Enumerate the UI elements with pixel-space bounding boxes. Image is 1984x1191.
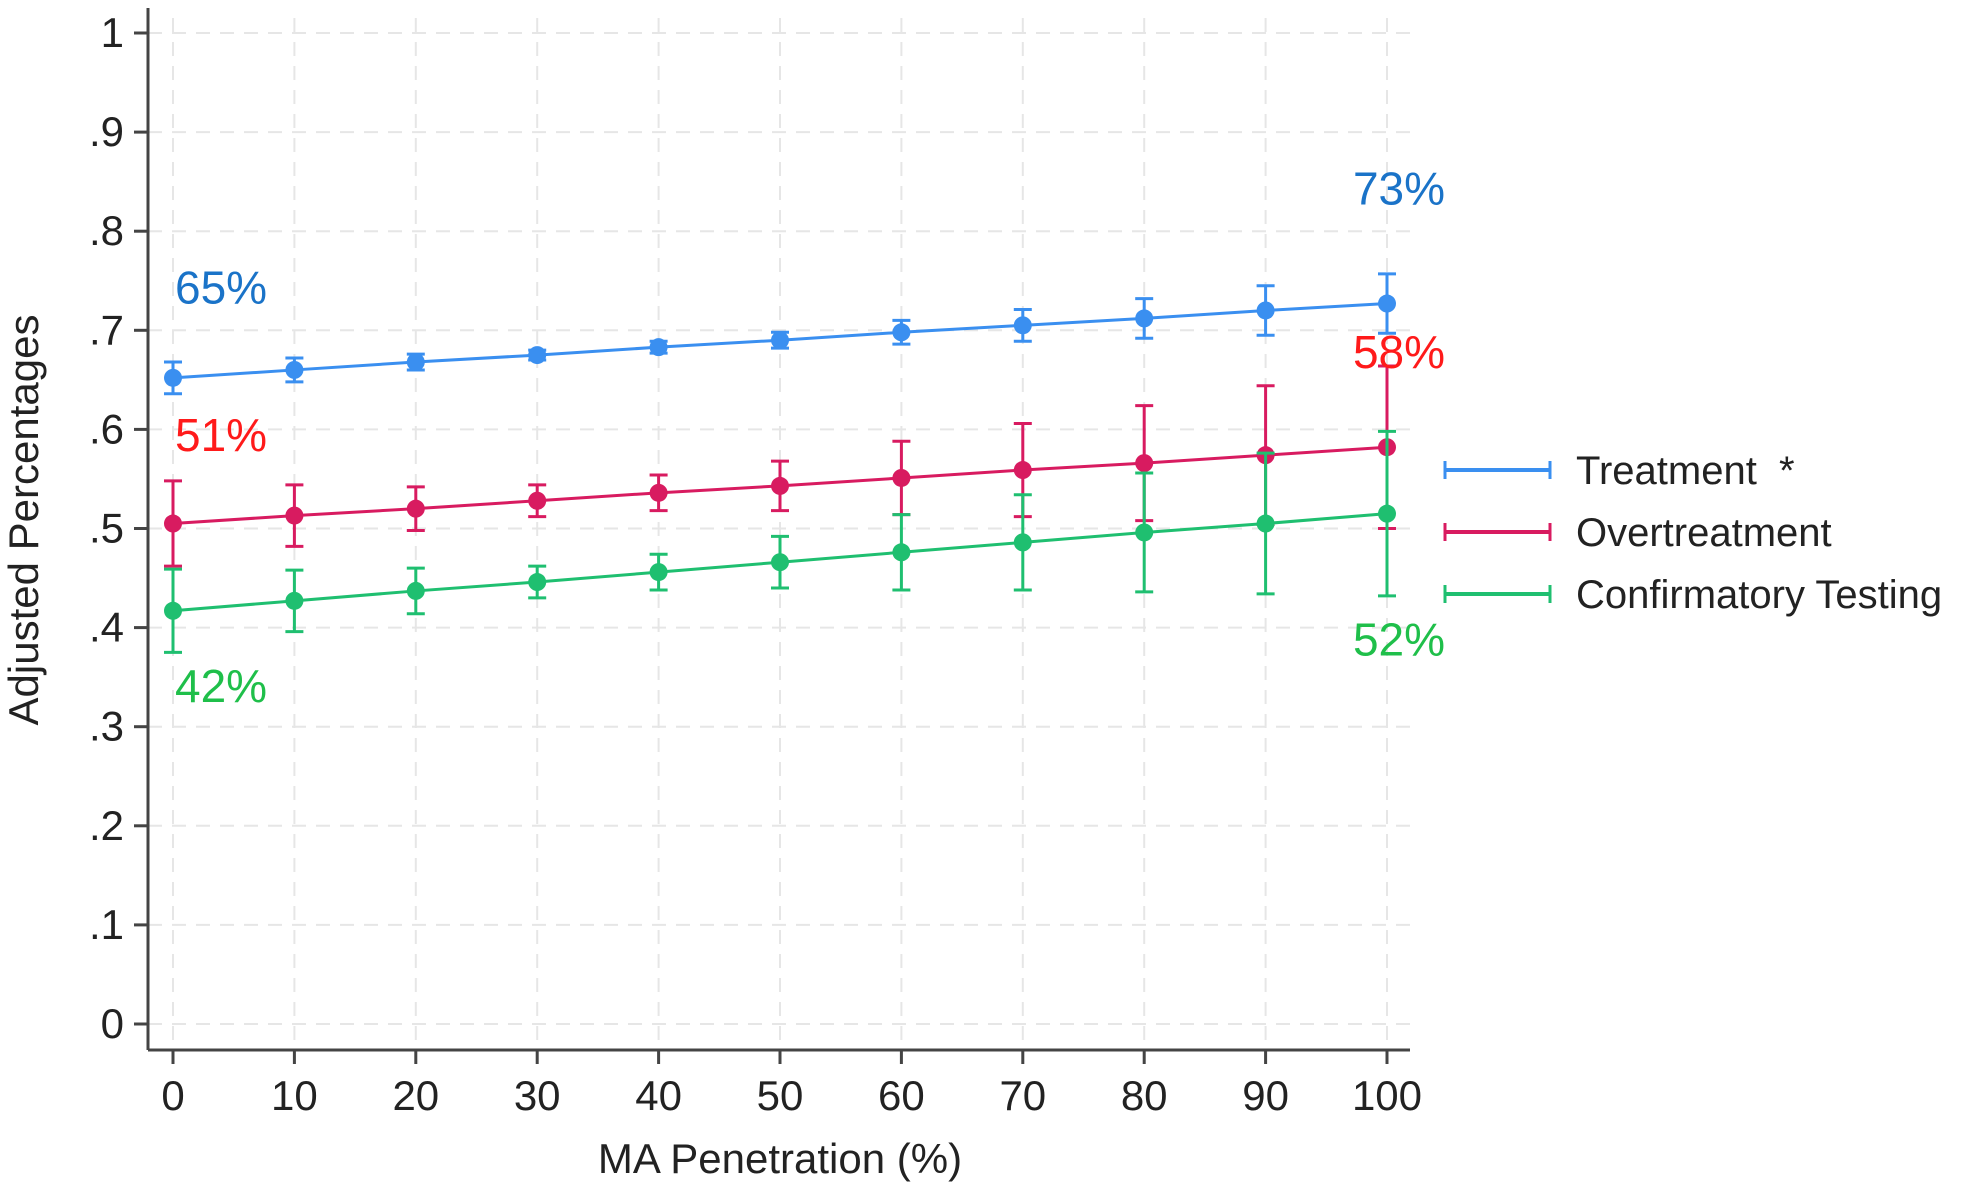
- data-point: [285, 360, 304, 379]
- value-annotation: 42%: [175, 660, 267, 712]
- data-point: [528, 491, 547, 510]
- y-tick-label: 1: [101, 9, 124, 56]
- y-tick-label: .9: [89, 108, 124, 155]
- data-point: [1013, 461, 1032, 480]
- data-point: [771, 553, 789, 572]
- series-2: [164, 429, 1396, 654]
- legend-item: Treatment *: [1443, 449, 1795, 493]
- x-tick-label: 60: [878, 1072, 925, 1119]
- axes: 0.1.2.3.4.5.6.7.8.910 10 20 30 40 50 60 70 80 90 1…: [89, 8, 1422, 1119]
- y-tick-label: .3: [89, 703, 124, 750]
- data-point: [1256, 514, 1275, 533]
- data-point: [528, 573, 547, 592]
- data-point: [1256, 301, 1275, 320]
- data-point: [771, 331, 789, 350]
- legend-label: Overtreatment: [1576, 511, 1832, 555]
- y-tick-label: .8: [89, 207, 124, 254]
- x-axis-title: MA Penetration (%): [598, 1135, 962, 1182]
- data-point: [164, 368, 182, 387]
- series-layer: [164, 272, 1396, 654]
- value-annotation: 52%: [1353, 613, 1445, 665]
- data-point: [285, 506, 304, 525]
- grid: [148, 18, 1410, 1050]
- x-tick-label: 50: [757, 1072, 804, 1119]
- data-point: [1135, 454, 1154, 473]
- data-point: [649, 483, 668, 502]
- legend-label: Confirmatory Testing: [1576, 573, 1942, 617]
- y-axis-title: Adjusted Percentages: [0, 315, 47, 726]
- legend-item: Confirmatory Testing: [1443, 573, 1942, 617]
- data-point: [406, 581, 425, 600]
- legend-item: Overtreatment: [1443, 511, 1832, 555]
- value-annotation: 58%: [1353, 326, 1445, 378]
- data-point: [1378, 294, 1396, 313]
- data-point: [1013, 533, 1032, 552]
- legend-label: Treatment *: [1576, 449, 1795, 493]
- y-tick-label: .1: [89, 901, 124, 948]
- y-tick-label: .7: [89, 306, 124, 353]
- x-tick-label: 90: [1242, 1072, 1289, 1119]
- legend: Treatment * Overtreatment Confirmatory Tes…: [1443, 449, 1942, 617]
- data-point: [1378, 504, 1396, 523]
- data-point: [649, 563, 668, 582]
- data-point: [1135, 523, 1154, 542]
- annotations: 65% 73% 51% 58% 42% 52%: [175, 162, 1445, 711]
- data-point: [1135, 309, 1154, 328]
- y-tick-label: .5: [89, 505, 124, 552]
- data-point: [528, 346, 547, 365]
- y-tick-label: .2: [89, 802, 124, 849]
- data-point: [406, 353, 425, 372]
- data-point: [892, 543, 911, 562]
- value-annotation: 51%: [175, 409, 267, 461]
- x-tick-label: 70: [999, 1072, 1046, 1119]
- x-tick-label: 80: [1121, 1072, 1168, 1119]
- y-tick-label: .6: [89, 405, 124, 452]
- x-tick-label: 20: [392, 1072, 439, 1119]
- x-tick-label: 40: [635, 1072, 682, 1119]
- data-point: [649, 338, 668, 357]
- data-point: [285, 591, 304, 610]
- x-tick-label: 10: [271, 1072, 318, 1119]
- x-tick-label: 0: [161, 1072, 184, 1119]
- y-tick-label: .4: [89, 604, 124, 651]
- x-tick-label: 100: [1352, 1072, 1422, 1119]
- x-tick-label: 30: [514, 1072, 561, 1119]
- data-point: [892, 323, 911, 342]
- value-annotation: 73%: [1353, 162, 1445, 214]
- y-tick-label: 0: [101, 1000, 124, 1047]
- value-annotation: 65%: [175, 262, 267, 314]
- data-point: [406, 499, 425, 518]
- data-point: [1013, 316, 1032, 335]
- series-0: [164, 272, 1396, 396]
- data-point: [164, 601, 182, 620]
- data-point: [892, 468, 911, 487]
- data-point: [771, 476, 789, 495]
- data-point: [164, 514, 182, 533]
